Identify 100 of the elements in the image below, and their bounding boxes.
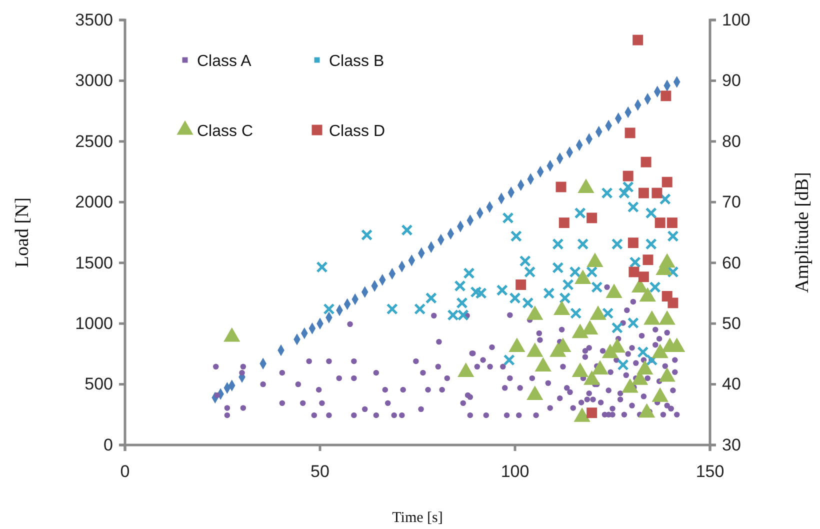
y-tick-label: 3000	[75, 71, 113, 90]
point	[652, 387, 668, 402]
y-tick-label: 2500	[75, 132, 113, 151]
point	[649, 281, 661, 293]
point	[628, 266, 640, 278]
point	[629, 256, 641, 268]
point	[622, 170, 634, 182]
point	[586, 212, 598, 224]
point	[636, 360, 654, 375]
point	[522, 297, 534, 309]
point	[401, 224, 413, 236]
point	[552, 238, 564, 250]
point	[662, 176, 672, 188]
point	[667, 266, 679, 278]
y2-tick-label: 60	[722, 253, 741, 272]
point	[592, 360, 608, 375]
point	[611, 238, 623, 250]
point	[624, 128, 636, 138]
point	[642, 254, 654, 266]
point	[644, 310, 660, 325]
y-tick-label: 500	[84, 374, 113, 394]
point	[316, 261, 328, 273]
point	[666, 218, 678, 228]
point	[510, 230, 522, 242]
point	[509, 292, 521, 304]
point	[569, 266, 581, 278]
point	[360, 229, 373, 241]
y-tick-label: 1000	[75, 314, 113, 334]
point	[637, 346, 649, 358]
point	[502, 212, 514, 224]
y2-axis-title: Amplitude [dB]	[792, 172, 813, 293]
point	[622, 378, 638, 393]
point	[574, 207, 586, 219]
point	[558, 218, 570, 228]
point	[574, 407, 590, 422]
point	[659, 193, 671, 205]
point	[463, 267, 475, 279]
legend-label: Class B	[329, 53, 384, 70]
point	[638, 403, 656, 418]
point	[618, 187, 630, 199]
y-tick-label: 3500	[75, 10, 113, 30]
point	[627, 317, 639, 329]
y-axis-title: Load [N]	[12, 197, 33, 268]
point	[534, 357, 552, 372]
y2-tick-label: 80	[722, 132, 741, 151]
legend-label: Class A	[197, 53, 252, 70]
point	[456, 297, 468, 309]
point	[590, 305, 606, 320]
point	[652, 344, 668, 358]
point	[652, 188, 662, 198]
x-tick-label: 150	[696, 462, 724, 482]
point	[645, 207, 657, 219]
point	[611, 322, 623, 334]
point	[526, 342, 544, 357]
x-tick-label: 0	[120, 462, 130, 482]
point	[658, 367, 676, 382]
point	[602, 307, 614, 320]
point	[628, 238, 638, 248]
y2-tick-label: 50	[722, 314, 741, 334]
point	[524, 266, 536, 278]
y2-tick-label: 40	[722, 374, 741, 394]
legend-label: Class C	[197, 123, 254, 140]
y2-tick-label: 90	[722, 71, 741, 90]
point	[667, 230, 679, 242]
point	[414, 303, 426, 315]
point	[654, 218, 666, 228]
point	[552, 262, 564, 274]
point	[640, 156, 652, 168]
point	[639, 287, 656, 302]
point	[572, 362, 588, 377]
point	[550, 342, 566, 357]
point	[516, 279, 526, 290]
y2-tick-label: 30	[722, 435, 741, 454]
point	[454, 280, 466, 292]
point	[323, 303, 335, 315]
y2-tick-label: 100	[722, 10, 750, 30]
point	[627, 201, 639, 213]
point	[601, 187, 613, 199]
point	[572, 324, 588, 338]
point	[622, 181, 634, 193]
point	[553, 300, 570, 316]
point	[570, 307, 582, 320]
y-tick-label: 0	[104, 435, 113, 454]
x-axis-title: Time [s]	[392, 510, 443, 526]
point	[660, 90, 672, 102]
point	[224, 327, 240, 342]
y2-tick-label: 70	[722, 192, 741, 212]
point	[458, 362, 474, 377]
point	[591, 281, 603, 293]
point	[526, 305, 544, 320]
point	[508, 338, 526, 352]
y-tick-label: 1500	[75, 253, 113, 272]
x-tick-label: 50	[310, 462, 330, 482]
point	[638, 272, 649, 282]
point	[386, 303, 398, 315]
point	[586, 266, 598, 278]
point	[562, 278, 574, 291]
point	[556, 182, 566, 192]
y-tick-label: 2000	[75, 192, 113, 212]
legend-label: Class D	[329, 123, 386, 140]
